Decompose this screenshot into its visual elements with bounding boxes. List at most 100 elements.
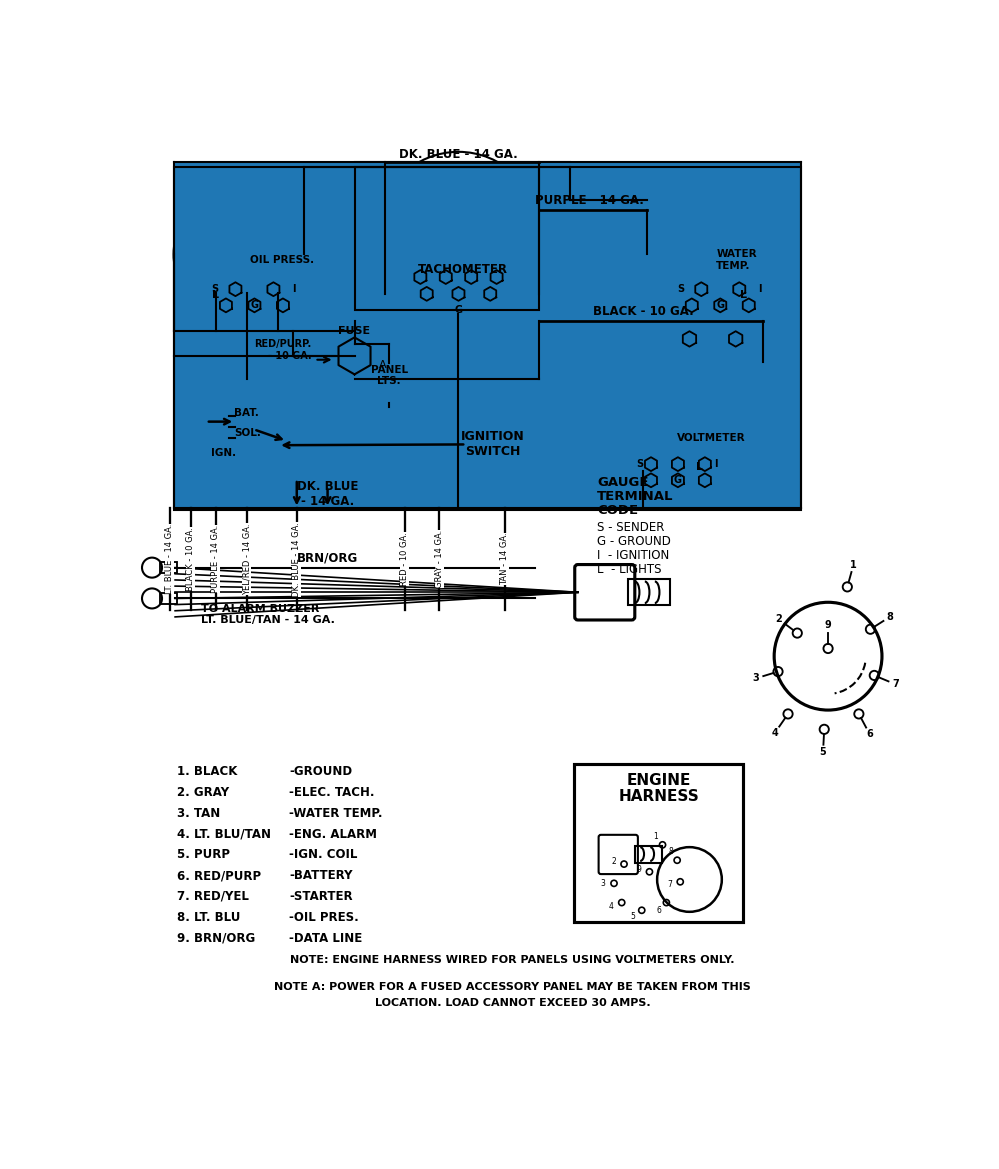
Text: -DATA LINE: -DATA LINE xyxy=(289,932,363,945)
Bar xyxy=(395,265,522,305)
Text: DK. BLUE
- 14 GA.: DK. BLUE - 14 GA. xyxy=(297,480,359,509)
Text: 3: 3 xyxy=(752,673,759,684)
Text: BLACK - 10 GA.: BLACK - 10 GA. xyxy=(592,305,693,318)
Text: -OIL PRES.: -OIL PRES. xyxy=(289,911,359,924)
Text: BAT.: BAT. xyxy=(234,408,259,419)
Text: YEL/RED - 14 GA.: YEL/RED - 14 GA. xyxy=(242,524,251,595)
Text: 5. PURP: 5. PURP xyxy=(178,849,231,862)
Text: LOCATION. LOAD CANNOT EXCEED 30 AMPS.: LOCATION. LOAD CANNOT EXCEED 30 AMPS. xyxy=(375,997,650,1008)
Text: -STARTER: -STARTER xyxy=(289,890,353,902)
Bar xyxy=(355,167,539,310)
Text: 6. RED/PURP: 6. RED/PURP xyxy=(178,869,262,883)
Text: 7. RED/YEL: 7. RED/YEL xyxy=(178,890,250,902)
Text: 1. BLACK: 1. BLACK xyxy=(178,766,238,779)
Text: WATER
TEMP.: WATER TEMP. xyxy=(716,249,757,271)
Text: G: G xyxy=(674,475,682,485)
Bar xyxy=(467,219,486,230)
Bar xyxy=(386,389,393,403)
Text: L  - LIGHTS: L - LIGHTS xyxy=(597,562,661,575)
Bar xyxy=(174,167,801,510)
Text: I  - IGNITION: I - IGNITION xyxy=(597,548,669,562)
Text: 6: 6 xyxy=(656,906,661,914)
Text: TACHOMETER: TACHOMETER xyxy=(418,263,507,276)
Text: S: S xyxy=(677,284,684,295)
Text: DK. BLUE - 14 GA.: DK. BLUE - 14 GA. xyxy=(293,521,302,596)
Text: G: G xyxy=(716,300,724,310)
Text: BRN/ORG: BRN/ORG xyxy=(297,552,359,565)
Text: 3: 3 xyxy=(600,879,605,888)
Text: L: L xyxy=(213,290,220,300)
Text: 9: 9 xyxy=(636,865,641,874)
Text: -WATER TEMP.: -WATER TEMP. xyxy=(289,807,383,819)
Bar xyxy=(373,362,407,408)
Text: 9: 9 xyxy=(825,621,831,630)
Bar xyxy=(355,161,570,295)
Text: 5: 5 xyxy=(819,747,826,758)
Text: 4: 4 xyxy=(771,728,778,738)
Text: -IGN. COIL: -IGN. COIL xyxy=(289,849,358,862)
Text: A: A xyxy=(379,360,386,371)
Text: -GROUND: -GROUND xyxy=(289,766,353,779)
Text: TAN - 14 GA.: TAN - 14 GA. xyxy=(500,533,509,586)
Text: FUSE: FUSE xyxy=(339,326,371,337)
Text: 6: 6 xyxy=(866,729,873,739)
Bar xyxy=(624,452,732,491)
Text: 4. LT. BLU/TAN: 4. LT. BLU/TAN xyxy=(178,828,272,841)
Bar xyxy=(160,562,177,573)
Bar xyxy=(160,593,177,604)
Bar xyxy=(235,410,254,441)
Text: PURPLE - 14 GA.: PURPLE - 14 GA. xyxy=(212,525,221,594)
Text: S: S xyxy=(636,459,643,469)
Bar xyxy=(634,846,661,863)
Text: 1: 1 xyxy=(850,560,857,569)
Bar xyxy=(628,579,670,606)
Text: 2. GRAY: 2. GRAY xyxy=(178,786,230,798)
Text: GRAY - 14 GA.: GRAY - 14 GA. xyxy=(435,530,444,588)
Text: CODE: CODE xyxy=(597,504,638,517)
Text: G: G xyxy=(455,305,463,314)
Text: BLACK - 10 GA.: BLACK - 10 GA. xyxy=(186,527,195,592)
Text: 3. TAN: 3. TAN xyxy=(178,807,221,819)
Text: 1: 1 xyxy=(653,832,658,841)
Text: RED - 10 GA.: RED - 10 GA. xyxy=(400,532,409,586)
Text: L: L xyxy=(740,290,747,300)
Text: SOL.: SOL. xyxy=(234,428,261,438)
Text: GAUGE: GAUGE xyxy=(597,477,648,490)
Bar xyxy=(647,321,762,362)
Bar xyxy=(663,278,777,316)
Text: S - SENDER: S - SENDER xyxy=(597,521,664,534)
Text: IGNITION
SWITCH: IGNITION SWITCH xyxy=(462,430,525,458)
Text: 8. LT. BLU: 8. LT. BLU xyxy=(178,911,241,924)
Text: -BATTERY: -BATTERY xyxy=(289,869,353,883)
Text: 2: 2 xyxy=(611,857,616,866)
Text: -ELEC. TACH.: -ELEC. TACH. xyxy=(289,786,375,798)
Text: 4: 4 xyxy=(609,901,614,911)
Text: IGN.: IGN. xyxy=(211,448,236,457)
Bar xyxy=(574,765,743,922)
Text: 5: 5 xyxy=(630,912,635,921)
Bar xyxy=(198,278,312,316)
Text: 7: 7 xyxy=(892,679,899,690)
Text: -ENG. ALARM: -ENG. ALARM xyxy=(289,828,377,841)
Text: L: L xyxy=(696,463,703,472)
Text: S: S xyxy=(212,284,219,295)
Text: VOLTMETER: VOLTMETER xyxy=(677,433,746,443)
Text: NOTE A: POWER FOR A FUSED ACCESSORY PANEL MAY BE TAKEN FROM THIS: NOTE A: POWER FOR A FUSED ACCESSORY PANE… xyxy=(274,982,750,992)
Text: NOTE: ENGINE HARNESS WIRED FOR PANELS USING VOLTMETERS ONLY.: NOTE: ENGINE HARNESS WIRED FOR PANELS US… xyxy=(290,955,734,966)
Text: PURPLE - 14 GA.: PURPLE - 14 GA. xyxy=(534,194,643,207)
Text: LT. BLUE - 14 GA.: LT. BLUE - 14 GA. xyxy=(165,524,174,594)
Text: 2: 2 xyxy=(775,614,782,624)
Text: G: G xyxy=(251,300,259,310)
Text: I: I xyxy=(292,284,296,295)
Bar xyxy=(174,161,801,509)
Text: ENGINE: ENGINE xyxy=(626,774,691,788)
Text: DK. BLUE - 14 GA.: DK. BLUE - 14 GA. xyxy=(399,147,517,160)
Text: HARNESS: HARNESS xyxy=(618,789,699,804)
Text: LT. BLUE/TAN - 14 GA.: LT. BLUE/TAN - 14 GA. xyxy=(201,615,335,625)
Text: G - GROUND: G - GROUND xyxy=(597,535,671,548)
Text: 7: 7 xyxy=(667,880,672,888)
Text: 8: 8 xyxy=(669,846,673,856)
Text: PANEL
LTS.: PANEL LTS. xyxy=(371,365,408,386)
Text: I: I xyxy=(714,459,717,469)
Text: RED/PURP.
- 10 GA.: RED/PURP. - 10 GA. xyxy=(254,339,312,360)
